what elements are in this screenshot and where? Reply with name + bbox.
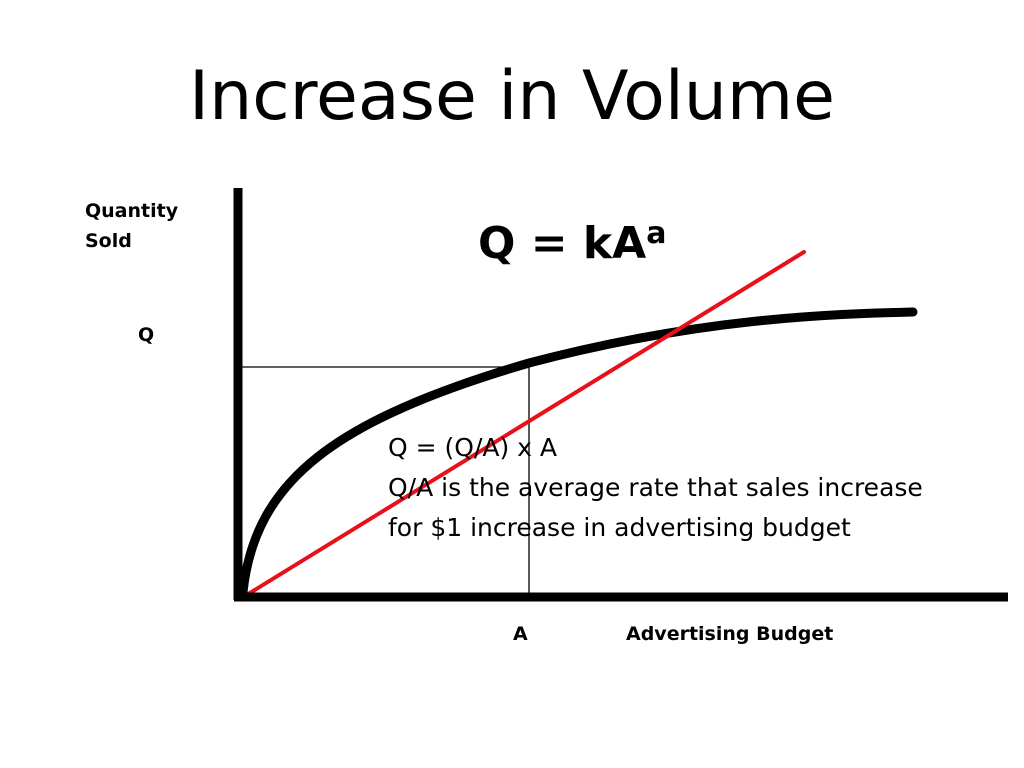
- note-line-3: for $1 increase in advertising budget: [388, 513, 851, 542]
- a-tick-label: A: [513, 623, 528, 645]
- y-axis-label-line-1: Quantity: [85, 200, 179, 222]
- q-tick-label: Q: [138, 324, 155, 346]
- x-axis-label: Advertising Budget: [626, 623, 834, 645]
- note-line-1: Q = (Q/A) x A: [388, 433, 558, 462]
- formula-base: Q = kA: [478, 218, 647, 269]
- explanation-note: Q = (Q/A) x A Q/A is the average rate th…: [388, 428, 1008, 548]
- formula: Q = kAa: [478, 218, 666, 269]
- formula-exponent: a: [646, 216, 667, 251]
- y-axis-label: Quantity Sold: [85, 196, 215, 256]
- note-line-2: Q/A is the average rate that sales incre…: [388, 473, 923, 502]
- response-curve: [238, 307, 918, 597]
- slide-title: Increase in Volume: [189, 57, 835, 136]
- average-rate-line: [243, 250, 806, 598]
- y-axis-label-line-2: Sold: [85, 230, 132, 252]
